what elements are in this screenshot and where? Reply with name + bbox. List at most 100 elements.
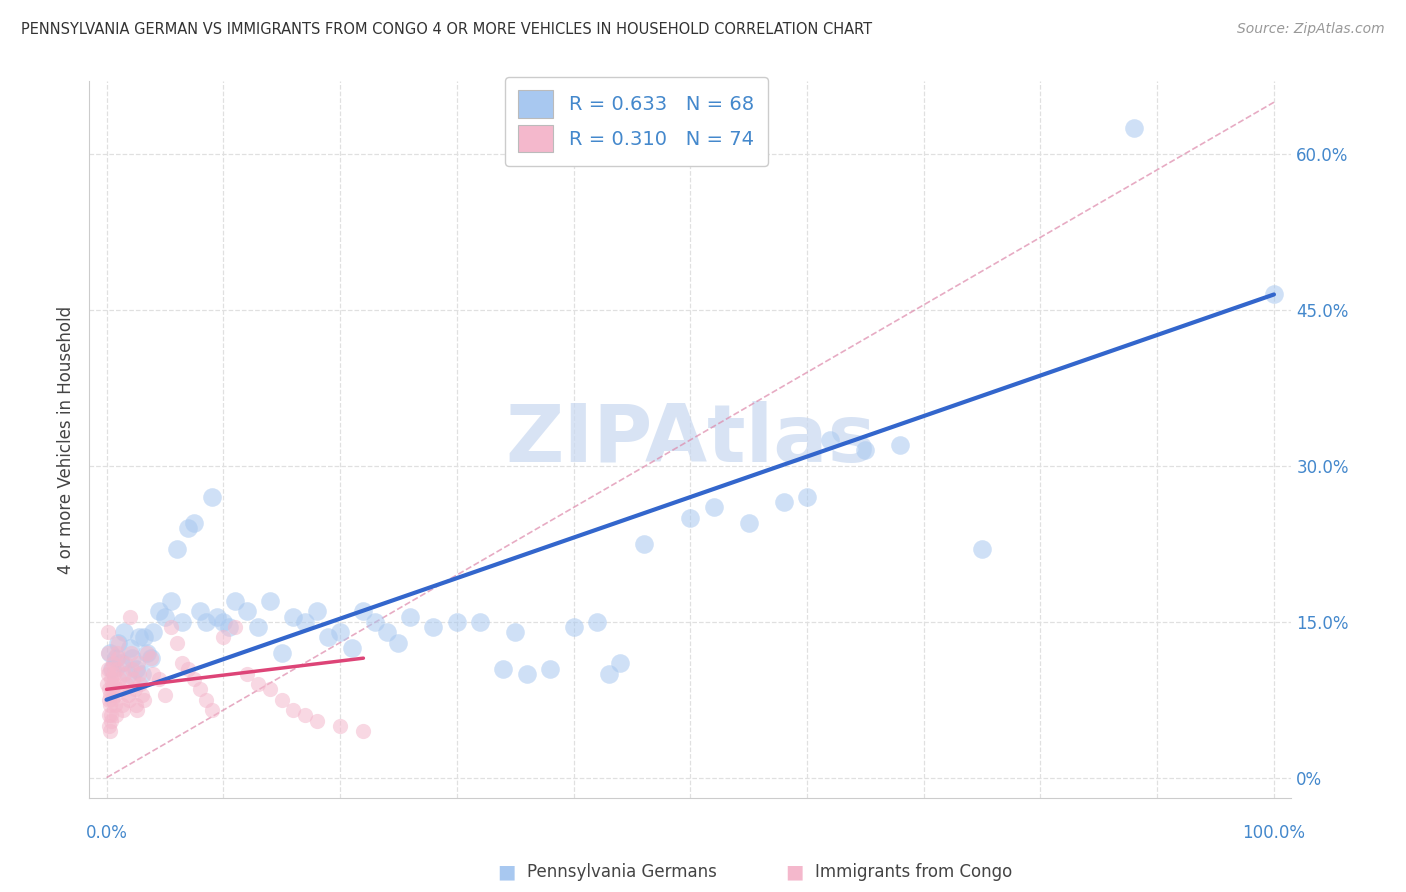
Point <box>148 604 170 618</box>
Point <box>772 495 794 509</box>
Point <box>352 723 374 738</box>
Point <box>136 646 159 660</box>
Point <box>98 646 121 660</box>
Point <box>422 620 444 634</box>
Point <box>172 657 194 671</box>
Point <box>105 646 128 660</box>
Point <box>103 666 125 681</box>
Text: Source: ZipAtlas.com: Source: ZipAtlas.com <box>1237 22 1385 37</box>
Point <box>503 625 526 640</box>
Text: Pennsylvania Germans: Pennsylvania Germans <box>527 863 717 881</box>
Point <box>96 677 118 691</box>
Point <box>235 604 257 618</box>
Point <box>125 703 148 717</box>
Point <box>129 677 152 691</box>
Point <box>889 438 911 452</box>
Point <box>100 672 122 686</box>
Point <box>103 677 125 691</box>
Point <box>492 661 515 675</box>
Point <box>177 661 200 675</box>
Point <box>538 661 561 675</box>
Point <box>128 631 150 645</box>
Point <box>98 698 121 712</box>
Point <box>201 490 224 504</box>
Text: PENNSYLVANIA GERMAN VS IMMIGRANTS FROM CONGO 4 OR MORE VEHICLES IN HOUSEHOLD COR: PENNSYLVANIA GERMAN VS IMMIGRANTS FROM C… <box>21 22 872 37</box>
Point <box>153 688 176 702</box>
Point <box>1122 121 1144 136</box>
Point <box>188 604 211 618</box>
Point <box>562 620 585 634</box>
Point <box>224 594 246 608</box>
Point <box>100 661 122 675</box>
Point <box>516 666 538 681</box>
Point <box>259 594 281 608</box>
Point <box>235 666 257 681</box>
Point <box>125 698 148 712</box>
Point <box>166 542 188 557</box>
Point <box>101 682 124 697</box>
Point <box>111 698 134 712</box>
Point <box>122 672 145 686</box>
Point <box>586 615 609 629</box>
Point <box>188 682 211 697</box>
Point <box>139 651 162 665</box>
Point <box>318 631 340 645</box>
Point <box>117 666 139 681</box>
Point <box>124 682 146 697</box>
Point <box>128 666 150 681</box>
Text: ZIPAtlas: ZIPAtlas <box>505 401 876 479</box>
Point <box>270 692 292 706</box>
Point <box>142 625 165 640</box>
Point <box>118 609 141 624</box>
Point <box>212 631 235 645</box>
Point <box>224 620 246 634</box>
Point <box>247 677 270 691</box>
Point <box>703 500 725 515</box>
Point <box>153 609 176 624</box>
Point <box>112 666 135 681</box>
Point <box>609 657 631 671</box>
Point <box>972 542 994 557</box>
Point <box>329 719 352 733</box>
Point <box>118 692 141 706</box>
Point <box>679 511 702 525</box>
Point <box>201 703 224 717</box>
Point <box>218 620 240 634</box>
Point <box>364 615 387 629</box>
Point <box>97 682 120 697</box>
Point <box>107 651 129 665</box>
Point <box>159 620 181 634</box>
Point <box>177 521 200 535</box>
Point <box>107 635 129 649</box>
Point <box>172 615 194 629</box>
Point <box>104 688 127 702</box>
Point <box>166 635 188 649</box>
Point <box>247 620 270 634</box>
Point <box>96 625 118 640</box>
Point <box>105 661 128 675</box>
Point <box>131 688 153 702</box>
Point <box>259 682 281 697</box>
Point <box>132 692 155 706</box>
Point <box>112 625 135 640</box>
Point <box>104 698 127 712</box>
Point <box>118 640 141 655</box>
Legend: R = 0.633   N = 68, R = 0.310   N = 74: R = 0.633 N = 68, R = 0.310 N = 74 <box>505 77 768 166</box>
Point <box>114 657 136 671</box>
Point <box>98 719 121 733</box>
Point <box>111 703 134 717</box>
Point <box>737 516 759 530</box>
Point <box>142 666 165 681</box>
Point <box>97 692 120 706</box>
Y-axis label: 4 or more Vehicles in Household: 4 or more Vehicles in Household <box>58 306 75 574</box>
Point <box>132 631 155 645</box>
Point <box>120 646 142 660</box>
Point <box>375 625 398 640</box>
Point <box>101 692 124 706</box>
Point <box>183 516 205 530</box>
Point <box>305 604 328 618</box>
Point <box>283 703 305 717</box>
Text: ■: ■ <box>785 863 804 882</box>
Point <box>283 609 305 624</box>
Point <box>853 443 876 458</box>
